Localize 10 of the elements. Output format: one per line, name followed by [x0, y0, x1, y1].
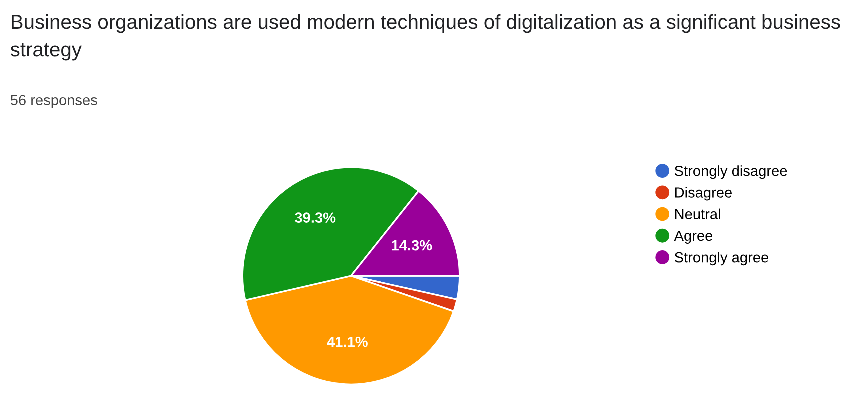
legend-label: Disagree	[675, 187, 732, 201]
legend-label: Strongly disagree	[674, 166, 788, 180]
data-label: 39.3%	[295, 212, 336, 224]
data-label: 41.1%	[327, 336, 368, 348]
legend-label: Agree	[674, 230, 713, 244]
legend-label: Neutral	[675, 208, 720, 220]
chart-title: Business organizations are used modern techniques of digitalization as a significant business strategy	[10, 14, 840, 61]
text: 56 responses	[10, 95, 98, 108]
data-label: 14.3%	[392, 240, 432, 251]
legend-label: Strongly agree	[674, 252, 768, 266]
